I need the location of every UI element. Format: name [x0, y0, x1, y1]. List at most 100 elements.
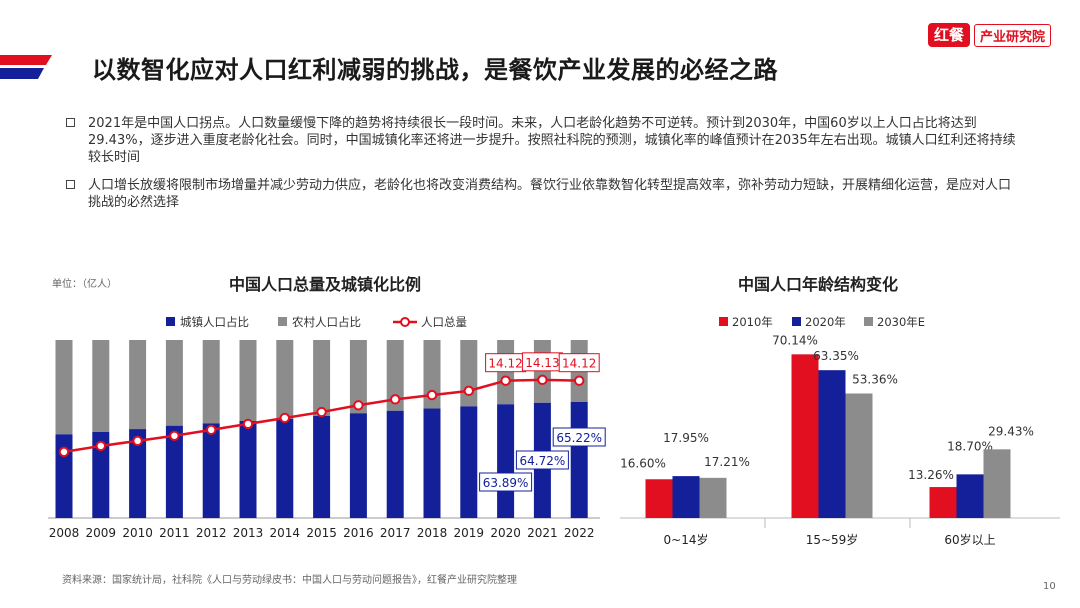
bar-rural — [386, 340, 404, 411]
x-tick-label: 2020 — [490, 526, 521, 540]
legend-label-urban: 城镇人口占比 — [180, 315, 249, 329]
age-bar — [791, 354, 819, 518]
age-value-label: 17.21% — [704, 455, 750, 469]
legend-label-2: 2030年E — [877, 315, 925, 329]
total-population-point — [206, 424, 217, 436]
bar-urban — [129, 429, 147, 518]
age-value-label: 70.14% — [772, 333, 818, 347]
bar-urban — [423, 408, 441, 518]
total-population-point — [242, 418, 254, 430]
total-population-point — [58, 446, 70, 458]
bar-rural — [349, 340, 367, 414]
age-bar — [818, 370, 846, 518]
bar-urban — [55, 434, 73, 518]
bar-rural — [423, 340, 441, 409]
age-value-label: 16.60% — [620, 456, 666, 470]
chart1-title: 中国人口总量及城镇化比例 — [229, 275, 421, 294]
age-structure-chart: 中国人口年龄结构变化 2010年 2020年 2030年E 16.60% 17.95% 17… — [620, 275, 1060, 547]
urban-label: 65.22% — [556, 431, 602, 445]
urban-label-box — [515, 450, 569, 470]
total-population-point — [279, 412, 290, 424]
total-population-point — [316, 406, 327, 418]
x-tick-label: 2014 — [270, 526, 301, 540]
bar-urban — [239, 421, 257, 518]
x-tick-label: 2019 — [454, 526, 485, 540]
bar-rural — [460, 340, 478, 407]
page-title: 以数智化应对人口红利减弱的挑战，是餐饮产业发展的必经之路 — [92, 56, 778, 84]
total-population-point — [426, 389, 438, 401]
bar-urban — [92, 431, 110, 518]
total-label: 14.13 — [525, 356, 559, 370]
header-stripe — [0, 55, 52, 79]
bar-rural — [55, 340, 73, 435]
x-tick-label: 2010 — [122, 526, 153, 540]
bar-urban — [276, 418, 294, 518]
total-population-point — [500, 375, 511, 386]
source-note: 资料来源：国家统计局，社科院《人口与劳动绿皮书：中国人口与劳动问题报告》，红餐产… — [62, 575, 517, 586]
bullet-square-icon — [66, 180, 75, 189]
bar-rural — [165, 340, 183, 426]
age-bar — [845, 393, 873, 518]
bullet-1-text: 2021年是中国人口拐点。人口数量缓慢下降的趋势将持续很长一段时间。未来，人口老… — [88, 116, 1016, 165]
bullet-2: 人口增长放缓将限制市场增量并减少劳动力供应，老龄化也将改变消费结构。餐饮行业依靠… — [66, 177, 1016, 211]
age-value-label: 29.43% — [988, 424, 1034, 438]
legend-swatch-1 — [792, 317, 801, 326]
bar-rural — [239, 340, 257, 422]
bar-urban — [313, 415, 331, 518]
total-population-point — [537, 374, 548, 386]
urban-label: 64.72% — [520, 454, 566, 468]
x-tick-label: 2008 — [49, 526, 80, 540]
x-tick-label: 2009 — [86, 526, 117, 540]
x-tick-label: 2015 — [306, 526, 337, 540]
x-tick-label: 2022 — [564, 526, 595, 540]
x-tick-label: 2021 — [527, 526, 558, 540]
age-value-label: 53.36% — [852, 372, 898, 386]
legend-swatch-2 — [864, 317, 873, 326]
age-value-label: 17.95% — [663, 431, 709, 445]
total-population-point — [353, 400, 364, 411]
age-bar — [983, 449, 1011, 518]
age-bar — [645, 479, 673, 518]
legend-label-total: 人口总量 — [421, 315, 467, 329]
legend-label-1: 2020年 — [805, 315, 846, 329]
x-tick-label: 2013 — [233, 526, 264, 540]
chart2-title: 中国人口年龄结构变化 — [738, 275, 898, 294]
bar-urban — [570, 401, 588, 518]
age-value-label: 63.35% — [813, 349, 859, 363]
bullet-square-icon — [66, 118, 75, 127]
legend-swatch-rural — [278, 317, 287, 326]
bullet-1: 2021年是中国人口拐点。人口数量缓慢下降的趋势将持续很长一段时间。未来，人口老… — [66, 115, 1016, 166]
age-bar — [929, 487, 957, 518]
unit-label: 单位：（亿人） — [52, 279, 117, 290]
legend-swatch-urban — [166, 317, 175, 326]
total-population-point — [463, 385, 474, 397]
total-label: 14.12 — [562, 357, 596, 371]
bar-rural — [202, 340, 220, 424]
urban-label: 63.89% — [483, 476, 529, 490]
x-tick-label: 2017 — [380, 526, 411, 540]
age-value-label: 13.26% — [908, 468, 954, 482]
x-tick-label: 2016 — [343, 526, 374, 540]
legend-swatch-total-marker — [400, 317, 410, 327]
bar-rural — [92, 340, 110, 432]
age-category-label: 60岁以上 — [944, 532, 995, 547]
age-bar — [699, 477, 727, 518]
legend-label-0: 2010年 — [732, 315, 773, 329]
bar-rural — [276, 340, 294, 419]
total-population-point — [169, 430, 180, 441]
bar-rural — [129, 340, 147, 430]
bar-urban — [349, 413, 367, 518]
total-population-point — [95, 440, 107, 452]
x-tick-label: 2012 — [196, 526, 227, 540]
bar-urban — [386, 410, 404, 518]
bar-urban — [165, 425, 183, 518]
total-population-point — [390, 394, 401, 405]
total-label: 14.12 — [488, 357, 522, 371]
brand-logo: 红餐 产业研究院 — [928, 22, 1052, 48]
age-value-label: 18.70% — [947, 439, 993, 453]
page-number: 10 — [1043, 581, 1056, 592]
age-category-label: 15~59岁 — [806, 532, 859, 547]
total-label-box — [558, 353, 600, 373]
urban-label-box — [552, 427, 606, 447]
